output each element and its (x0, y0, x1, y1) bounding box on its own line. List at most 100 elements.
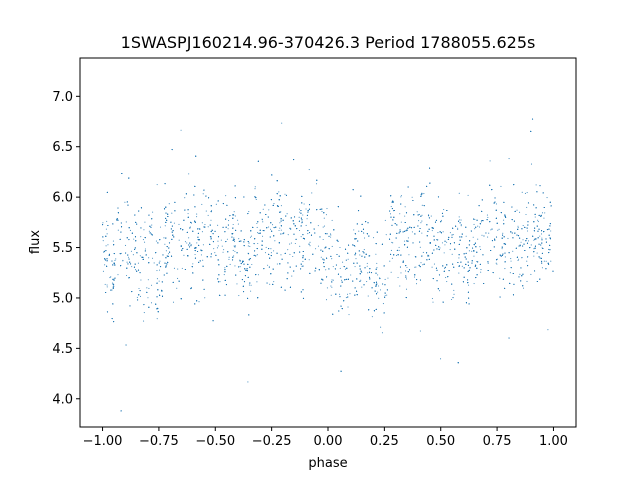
scatter-point (469, 240, 471, 242)
scatter-point (467, 194, 469, 196)
scatter-point (180, 298, 182, 300)
scatter-point (190, 222, 193, 224)
scatter-point (541, 212, 544, 214)
scatter-point (247, 276, 249, 278)
scatter-point (270, 248, 272, 250)
scatter-point (108, 253, 111, 255)
scatter-point (159, 226, 162, 228)
scatter-point (114, 259, 116, 262)
scatter-point (322, 250, 324, 252)
scatter-point (102, 222, 104, 224)
scatter-point (389, 213, 392, 215)
scatter-point (405, 278, 408, 280)
scatter-point (159, 260, 161, 262)
scatter-point (458, 257, 460, 259)
scatter-point (473, 223, 475, 225)
scatter-point (300, 217, 302, 219)
scatter-point (449, 232, 451, 234)
scatter-point (422, 264, 424, 266)
scatter-point (399, 213, 401, 215)
scatter-point (405, 270, 407, 272)
scatter-point (495, 259, 498, 261)
scatter-point (440, 219, 442, 221)
scatter-point (410, 227, 413, 229)
scatter-point (529, 247, 531, 249)
scatter-point (256, 247, 258, 250)
scatter-point (460, 219, 462, 221)
scatter-point (476, 219, 478, 221)
scatter-point (325, 269, 327, 271)
scatter-point (539, 278, 541, 280)
scatter-point (268, 226, 270, 228)
scatter-point (310, 234, 313, 236)
scatter-point (330, 234, 332, 236)
scatter-point (301, 195, 303, 197)
scatter-point (242, 285, 244, 287)
scatter-point (361, 271, 363, 273)
scatter-point (236, 252, 238, 254)
scatter-point (272, 268, 274, 270)
scatter-point (544, 212, 546, 214)
scatter-point (381, 243, 383, 245)
scatter-point (165, 257, 167, 259)
scatter-point (487, 216, 489, 218)
scatter-point (140, 227, 142, 229)
scatter-point (504, 215, 506, 217)
scatter-point (254, 188, 256, 190)
scatter-point (156, 318, 158, 320)
scatter-point (343, 265, 345, 268)
scatter-point (106, 286, 108, 288)
scatter-point (180, 245, 182, 247)
scatter-point (325, 246, 327, 248)
scatter-point (239, 266, 241, 268)
scatter-point (375, 281, 378, 283)
scatter-point (366, 233, 368, 235)
scatter-point (364, 237, 366, 239)
scatter-point (352, 280, 354, 282)
scatter-point (322, 226, 324, 228)
scatter-point (340, 276, 342, 278)
scatter-point (428, 255, 430, 257)
scatter-point (503, 219, 505, 221)
scatter-point (112, 240, 114, 242)
scatter-point (301, 265, 303, 267)
scatter-point (520, 241, 522, 243)
scatter-point (524, 192, 526, 194)
scatter-point (217, 200, 219, 202)
scatter-point (137, 269, 140, 271)
scatter-point (347, 296, 349, 298)
scatter-point (113, 279, 115, 281)
scatter-point (273, 250, 275, 252)
scatter-point (344, 279, 346, 281)
scatter-point (375, 253, 377, 255)
scatter-point (219, 294, 221, 296)
scatter-point (247, 245, 249, 247)
scatter-point (496, 263, 498, 265)
scatter-point (295, 238, 297, 240)
scatter-point (373, 237, 375, 239)
scatter-point (480, 271, 482, 273)
scatter-point (232, 217, 234, 219)
scatter-point (228, 256, 230, 258)
scatter-point (476, 267, 478, 269)
scatter-point (535, 238, 537, 240)
scatter-point (521, 257, 523, 259)
scatter-point (381, 332, 384, 334)
scatter-point (239, 270, 241, 272)
scatter-point (319, 208, 321, 210)
scatter-point (458, 272, 460, 274)
scatter-point (261, 244, 263, 246)
scatter-point (299, 211, 301, 213)
scatter-point (428, 228, 430, 230)
scatter-point (271, 230, 273, 232)
scatter-point (294, 242, 296, 245)
scatter-point (527, 240, 530, 242)
scatter-point (371, 316, 373, 318)
scatter-point (438, 248, 440, 251)
scatter-point (178, 223, 180, 225)
scatter-point (363, 249, 365, 251)
scatter-point (131, 266, 133, 268)
scatter-point (444, 244, 446, 246)
scatter-point (406, 266, 408, 268)
scatter-point (538, 256, 540, 258)
